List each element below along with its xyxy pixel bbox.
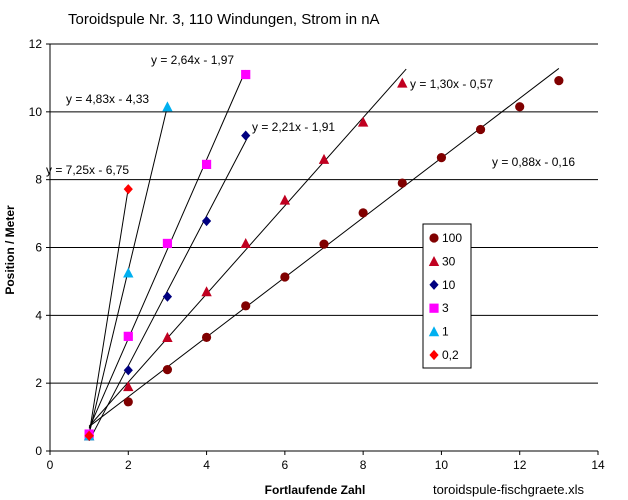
legend: 100 30 10 3 1 0,2 <box>422 223 472 369</box>
point-series-2-4 <box>241 130 251 141</box>
point-series-0-5 <box>280 272 290 282</box>
trendline-2 <box>88 137 249 442</box>
y-tick-label-1: 2 <box>35 376 42 390</box>
trendline-equation-4: y = 4,83x - 4,33 <box>66 92 149 106</box>
x-axis-label: Fortlaufende Zahl <box>265 483 366 497</box>
x-tick-label-4: 8 <box>360 458 367 472</box>
trendline-equation-3: y = 2,64x - 1,97 <box>151 53 234 67</box>
legend-marker-2 <box>429 279 439 290</box>
point-series-0-8 <box>397 178 407 188</box>
point-series-3-2 <box>162 238 173 249</box>
legend-marker-5 <box>429 349 439 361</box>
trendline-equations: y = 0,88x - 0,16 y = 1,30x - 0,57 y = 2,21… <box>46 53 575 177</box>
point-series-5-0 <box>84 430 94 441</box>
point-series-0-9 <box>436 153 447 163</box>
chart-title: Toroidspule Nr. 3, 110 Windungen, Strom … <box>68 11 380 28</box>
legend-marker-3 <box>429 303 439 313</box>
point-series-0-6 <box>319 239 329 249</box>
legend-label-4: 1 <box>442 325 449 339</box>
point-series-0-4 <box>241 301 251 311</box>
trendline-equation-2: y = 2,21x - 1,91 <box>252 120 335 134</box>
point-series-1-2 <box>162 331 173 342</box>
point-series-1-1 <box>123 381 134 392</box>
legend-label-0: 100 <box>442 231 462 245</box>
y-tick-label-0: 0 <box>35 444 42 458</box>
trendline-3 <box>88 69 247 429</box>
legend-marker-1 <box>428 256 440 266</box>
legend-label-1: 30 <box>442 254 456 268</box>
x-tick-label-1: 2 <box>125 458 132 472</box>
legend-box <box>422 223 472 369</box>
footer-filename: toroidspule-fischgraete.xls <box>433 482 585 497</box>
point-series-0-3 <box>201 332 212 342</box>
y-tick-label-2: 4 <box>35 308 42 322</box>
x-tick-label-5: 10 <box>435 458 449 472</box>
point-series-1-3 <box>201 286 212 297</box>
y-tick-label-5: 10 <box>29 105 43 119</box>
x-tick-label-7: 14 <box>591 458 605 472</box>
point-series-0-1 <box>123 397 133 407</box>
trendline-equation-5: y = 7,25x - 6,75 <box>46 163 129 177</box>
trendline-5 <box>88 188 129 435</box>
legend-marker-4 <box>428 326 440 337</box>
point-series-1-6 <box>318 153 330 164</box>
point-series-0-2 <box>162 365 173 375</box>
point-series-2-1 <box>123 365 133 376</box>
y-tick-label-6: 12 <box>29 37 43 51</box>
trendline-equation-1: y = 1,30x - 0,57 <box>410 77 493 91</box>
point-series-1-8 <box>397 77 408 88</box>
point-series-0-12 <box>554 76 564 86</box>
legend-label-2: 10 <box>442 278 456 292</box>
point-series-1-4 <box>240 238 251 249</box>
x-tick-label-6: 12 <box>513 458 527 472</box>
x-tick-label-3: 6 <box>282 458 289 472</box>
point-series-4-2 <box>162 101 173 112</box>
y-tick-label-3: 6 <box>35 241 42 255</box>
legend-label-3: 3 <box>442 301 449 315</box>
point-series-2-2 <box>162 291 173 302</box>
y-tick-label-4: 8 <box>35 173 42 187</box>
trendline-equation-0: y = 0,88x - 0,16 <box>492 155 575 169</box>
legend-label-5: 0,2 <box>442 348 459 362</box>
data-points <box>83 69 564 441</box>
point-series-1-5 <box>279 194 291 205</box>
point-series-0-10 <box>475 124 486 135</box>
y-axis-label: Position / Meter <box>3 205 17 295</box>
point-series-1-7 <box>357 116 369 127</box>
legend-marker-0 <box>429 233 439 243</box>
point-series-0-7 <box>358 208 368 218</box>
x-tick-label-2: 4 <box>203 458 210 472</box>
point-series-3-3 <box>201 159 212 170</box>
point-series-5-1 <box>123 184 133 195</box>
point-series-3-4 <box>241 69 251 80</box>
axes: 0 2 4 6 8 10 12 0 2 4 6 8 10 12 14 <box>29 37 605 472</box>
point-series-4-1 <box>123 267 134 278</box>
x-tick-label-0: 0 <box>47 458 54 472</box>
point-series-3-1 <box>123 331 133 341</box>
point-series-0-11 <box>515 102 525 112</box>
point-series-2-3 <box>201 215 212 227</box>
